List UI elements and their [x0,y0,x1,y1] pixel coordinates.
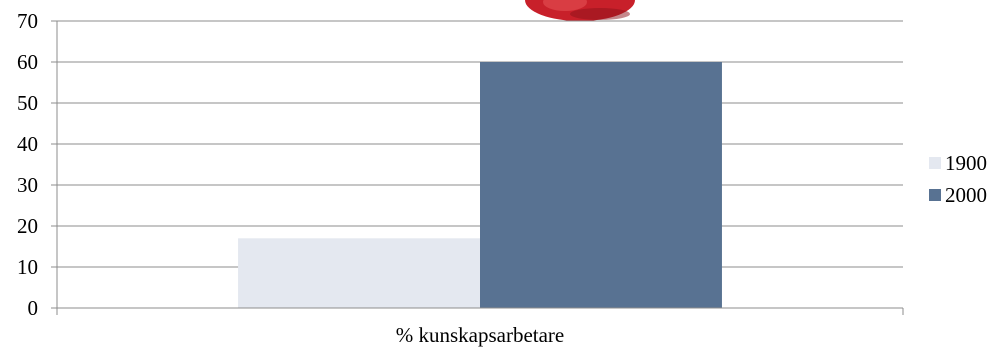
y-tick-label: 50 [17,91,38,115]
y-tick-label: 0 [28,296,39,320]
legend-swatch-2000 [929,189,941,201]
y-tick-labels: 0 10 20 30 40 50 60 70 [17,9,38,320]
legend-swatch-1900 [929,157,941,169]
bars [238,62,722,308]
y-tick-label: 30 [17,173,38,197]
apple-image [525,0,635,21]
y-tick-label: 70 [17,9,38,33]
legend: 1900 2000 [929,151,987,207]
category-label: % kunskapsarbetare [396,323,565,347]
y-tick-label: 60 [17,50,38,74]
bar-1900 [238,238,480,308]
y-tick-label: 10 [17,255,38,279]
legend-label: 1900 [945,151,987,175]
legend-label: 2000 [945,183,987,207]
category-labels: % kunskapsarbetare [396,323,565,347]
y-tick-label: 40 [17,132,38,156]
axes [51,20,904,315]
bar-2000 [480,62,722,308]
y-tick-label: 20 [17,214,38,238]
